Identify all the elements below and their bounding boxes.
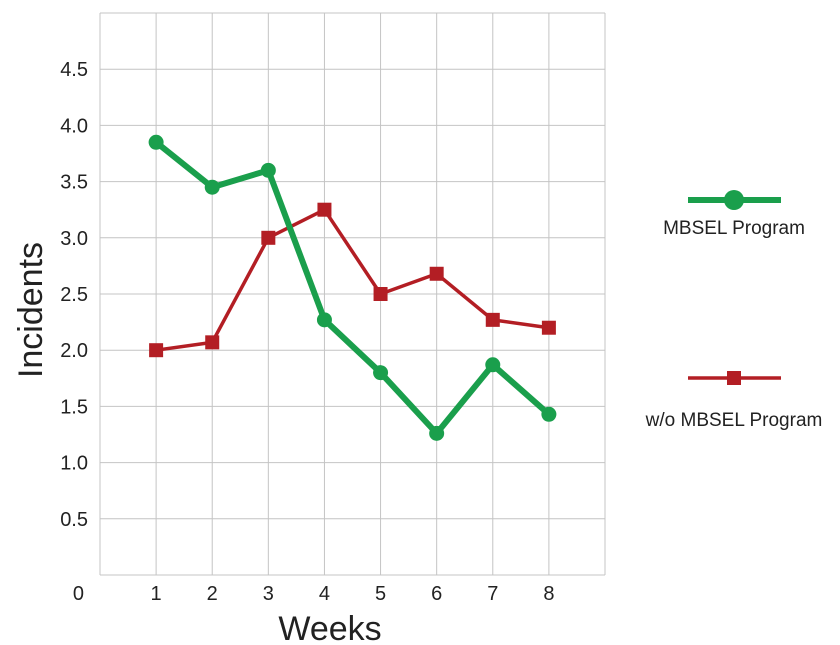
legend-item-mbsel-program: MBSEL Program <box>663 190 805 239</box>
series-line <box>155 207 550 352</box>
x-tick-label: 4 <box>319 583 330 605</box>
data-point-circle <box>260 162 276 178</box>
data-point-square <box>261 230 276 245</box>
data-point-square <box>485 312 500 327</box>
series-line <box>154 139 551 437</box>
data-point-square <box>429 266 444 281</box>
data-point-circle <box>485 357 501 373</box>
data-point-square <box>373 287 388 301</box>
x-tick-label: 6 <box>431 583 442 605</box>
series-without-mbsel-program <box>149 202 556 358</box>
legend-label: MBSEL Program <box>663 218 805 239</box>
y-axis-title: Incidents <box>12 242 50 378</box>
y-tick-label: 3.0 <box>60 228 88 250</box>
y-tick-label: 4.0 <box>60 115 88 137</box>
y-tick-labels: 0 0.5 1.0 1.5 2.0 2.5 3.0 3.5 4.0 4.5 <box>60 59 88 605</box>
y-tick-label: 0 <box>73 583 84 605</box>
data-point-circle <box>204 179 220 195</box>
legend-label: w/o MBSEL Program <box>645 410 823 431</box>
y-tick-label: 4.5 <box>60 59 88 81</box>
series-mbsel-program <box>148 134 557 441</box>
x-tick-label: 7 <box>487 583 498 605</box>
y-tick-label: 2.5 <box>60 284 88 306</box>
data-point-circle <box>429 425 445 441</box>
series-layer <box>148 134 557 441</box>
x-tick-label: 1 <box>151 583 162 605</box>
data-point-circle <box>148 134 164 150</box>
data-point-square <box>205 335 220 350</box>
legend-item-without-mbsel-program: w/o MBSEL Program <box>645 371 823 431</box>
x-tick-label: 3 <box>263 583 274 605</box>
x-tick-labels: 1 2 3 4 5 6 7 8 <box>151 583 555 605</box>
grid <box>99 12 606 576</box>
data-point-square <box>149 343 164 358</box>
y-tick-label: 3.5 <box>60 172 88 194</box>
x-tick-label: 2 <box>207 583 218 605</box>
x-axis-title: Weeks <box>278 610 381 645</box>
data-point-circle <box>316 312 332 328</box>
y-tick-label: 2.0 <box>60 340 88 362</box>
x-tick-label: 8 <box>543 583 554 605</box>
y-tick-label: 1.0 <box>60 453 88 475</box>
data-point-square <box>317 202 332 217</box>
data-point-square <box>541 320 556 335</box>
legend-marker-circle <box>724 190 744 210</box>
data-point-circle <box>541 406 557 422</box>
y-tick-label: 0.5 <box>60 509 88 531</box>
x-tick-label: 5 <box>375 583 386 605</box>
legend: MBSEL Program w/o MBSEL Program <box>645 190 823 431</box>
data-point-circle <box>373 365 389 381</box>
legend-marker-square <box>727 371 741 385</box>
y-tick-label: 1.5 <box>60 396 88 418</box>
